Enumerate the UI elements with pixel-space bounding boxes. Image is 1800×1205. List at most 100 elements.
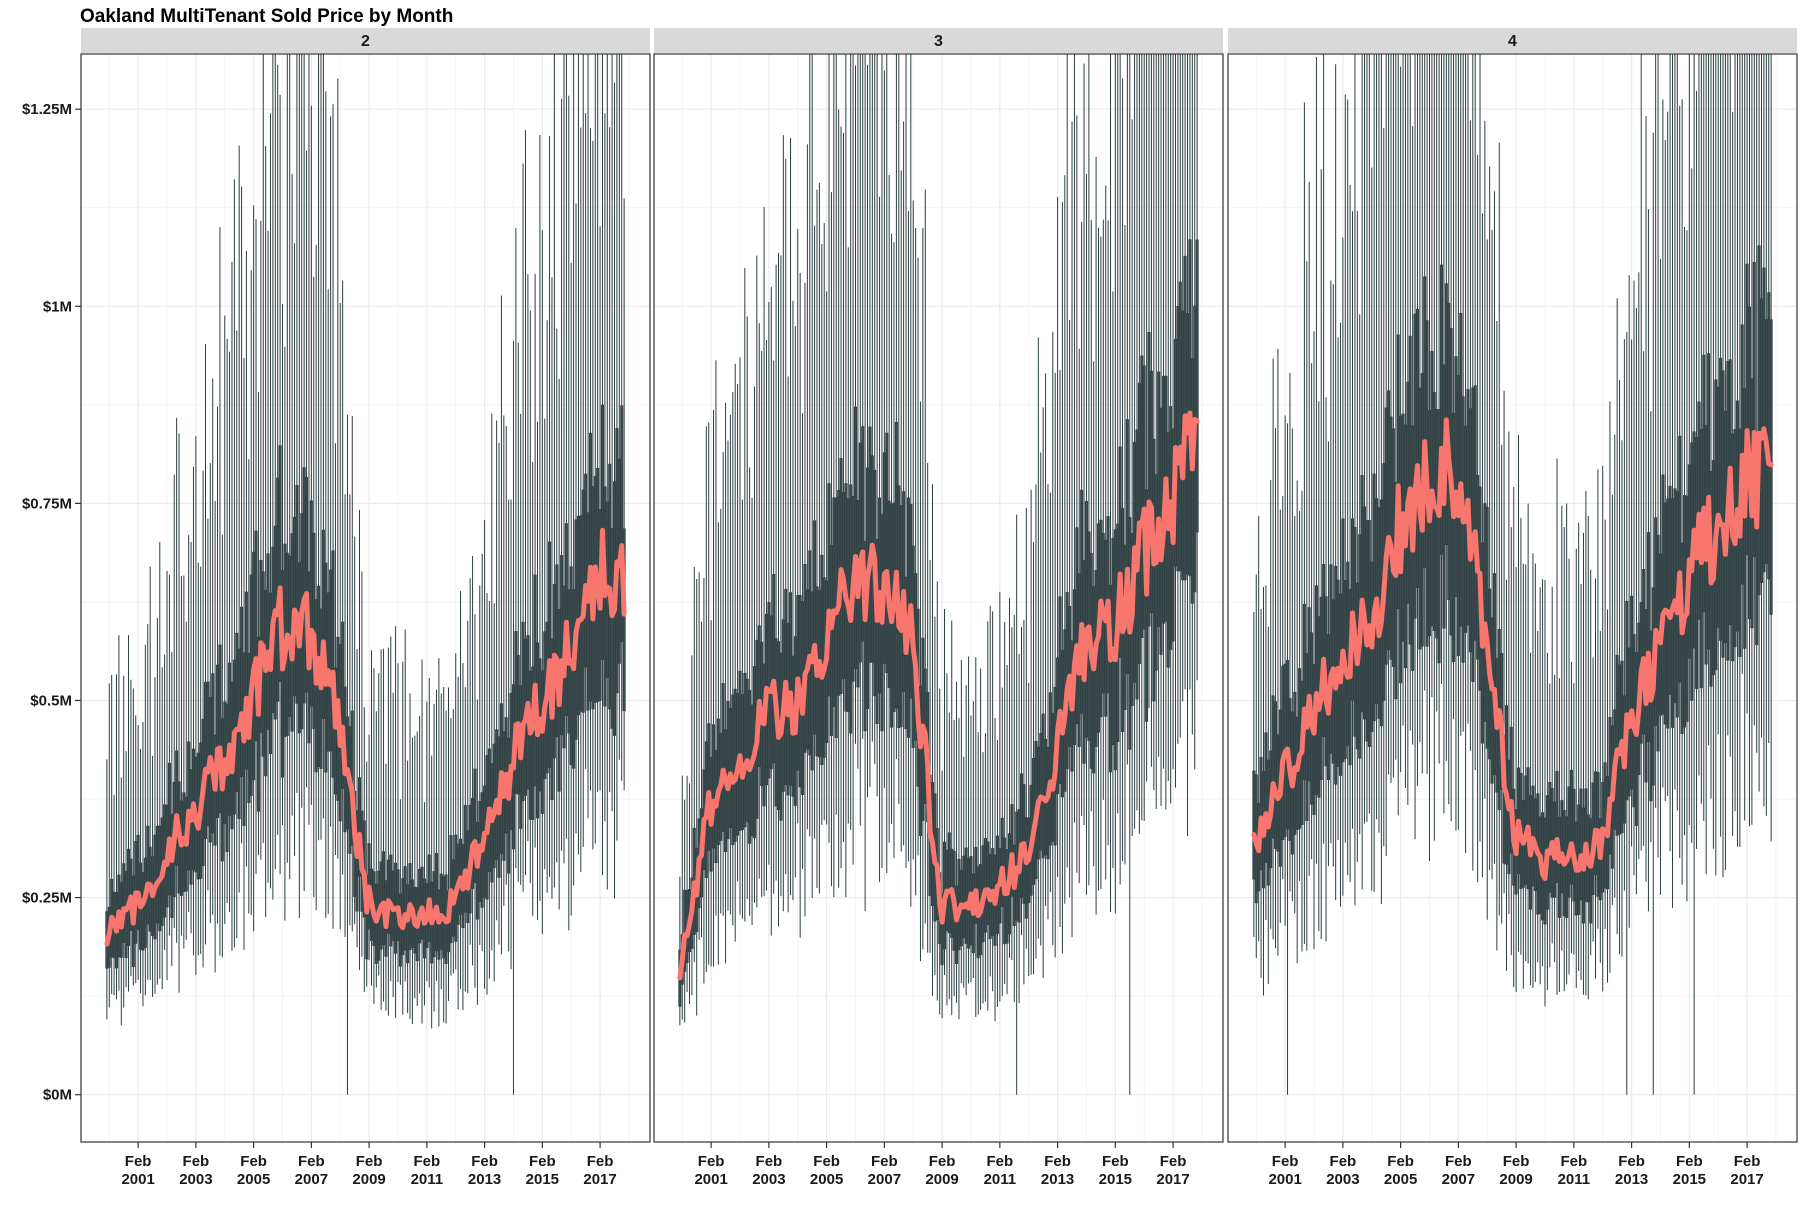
box-iqr: [1555, 770, 1559, 884]
box-iqr: [1312, 663, 1316, 815]
x-tick-label: Feb 2005: [237, 1153, 270, 1188]
facet-strip: [1228, 28, 1797, 53]
box-iqr: [564, 523, 568, 716]
box-iqr: [268, 592, 272, 755]
x-tick-label: Feb 2007: [295, 1153, 328, 1188]
box-iqr: [374, 883, 378, 964]
box-iqr: [1757, 245, 1761, 596]
box-iqr: [225, 703, 229, 852]
box-iqr: [1178, 281, 1182, 572]
box-iqr: [211, 673, 215, 834]
x-tick-label: Feb 2005: [810, 1153, 843, 1188]
box-iqr: [1452, 412, 1456, 662]
box-iqr: [1557, 816, 1561, 918]
box-iqr: [1589, 818, 1593, 924]
box-iqr: [743, 672, 747, 828]
box-iqr: [1176, 305, 1180, 572]
chart-title: Oakland MultiTenant Sold Price by Month: [80, 6, 453, 27]
box-iqr: [187, 741, 191, 871]
box-iqr: [398, 893, 402, 967]
box-iqr: [861, 426, 865, 642]
box-iqr: [1719, 357, 1723, 641]
box-iqr: [947, 832, 951, 934]
box-iqr: [1507, 759, 1511, 875]
box-iqr: [1762, 267, 1766, 573]
box-iqr: [237, 648, 241, 820]
box-iqr: [882, 452, 886, 664]
box-iqr: [829, 545, 833, 736]
box-iqr: [772, 574, 776, 764]
box-iqr: [155, 825, 159, 924]
box-iqr: [555, 564, 559, 737]
box-iqr: [1188, 239, 1192, 577]
box-iqr: [810, 591, 814, 771]
box-iqr: [331, 550, 335, 778]
box-iqr: [1483, 503, 1487, 722]
box-iqr: [141, 872, 145, 951]
box-iqr: [1252, 770, 1256, 880]
box-iqr: [1432, 391, 1436, 631]
box-iqr: [528, 670, 532, 820]
box-iqr: [1654, 517, 1658, 726]
box-iqr: [1075, 527, 1079, 725]
box-iqr: [1461, 396, 1465, 663]
box-iqr: [1293, 691, 1297, 835]
box-iqr: [1548, 782, 1552, 893]
box-iqr: [1190, 358, 1194, 604]
box-iqr: [533, 574, 537, 787]
box-iqr: [1702, 354, 1706, 613]
box-iqr: [789, 592, 793, 786]
box-iqr: [964, 847, 968, 944]
facet-panel-2: 2 Feb 2001 Feb 2003 Feb 2005 Feb 2007 Feb 2009 Feb 2…: [22, 28, 651, 1188]
box-iqr: [728, 708, 732, 829]
box-iqr: [1668, 485, 1672, 695]
x-tick-label: Feb 2013: [1615, 1153, 1648, 1188]
y-tick-label: $0.75M: [22, 495, 72, 512]
box-iqr: [1195, 239, 1199, 533]
box-iqr: [1084, 501, 1088, 738]
box-iqr: [548, 541, 552, 768]
box-iqr: [1594, 771, 1598, 876]
box-iqr: [122, 863, 126, 943]
x-tick-label: Feb 2015: [1099, 1153, 1132, 1188]
box-iqr: [434, 852, 438, 952]
box-iqr: [175, 750, 179, 866]
box-iqr: [827, 483, 831, 697]
box-iqr: [1149, 370, 1153, 614]
facet-strip-label: 4: [1508, 33, 1517, 50]
box-iqr: [832, 497, 836, 707]
box-iqr: [1634, 652, 1638, 826]
box-iqr: [803, 564, 807, 753]
box-iqr: [726, 701, 730, 840]
box-iqr: [1005, 849, 1009, 944]
x-tick-label: Feb 2013: [468, 1153, 501, 1188]
box-iqr: [1157, 371, 1161, 627]
box-iqr: [1464, 425, 1468, 633]
facet-strip-label: 3: [934, 33, 943, 50]
box-iqr: [721, 683, 725, 832]
box-iqr: [1152, 438, 1156, 702]
box-iqr: [1716, 386, 1720, 628]
box-iqr: [1697, 401, 1701, 620]
box-iqr: [1329, 564, 1333, 754]
box-iqr: [986, 841, 990, 926]
x-tick-label: Feb 2013: [1041, 1153, 1074, 1188]
box-iqr: [1454, 356, 1458, 597]
box-iqr: [1322, 564, 1326, 737]
panel-border: [653, 53, 1224, 1143]
box-iqr: [894, 421, 898, 709]
box-iqr: [745, 678, 749, 822]
box-iqr: [808, 550, 812, 756]
box-iqr: [264, 589, 268, 777]
x-tick-label: Feb 2003: [752, 1153, 785, 1188]
facet-strip: [654, 28, 1223, 53]
x-tick-label: Feb 2009: [925, 1153, 958, 1188]
x-tick-label: Feb 2015: [1673, 1153, 1706, 1188]
box-iqr: [1569, 769, 1573, 885]
y-tick-label: $0.25M: [22, 890, 72, 907]
box-iqr: [1560, 800, 1564, 894]
facet-strip-label: 2: [361, 33, 370, 50]
box-iqr: [724, 729, 728, 853]
